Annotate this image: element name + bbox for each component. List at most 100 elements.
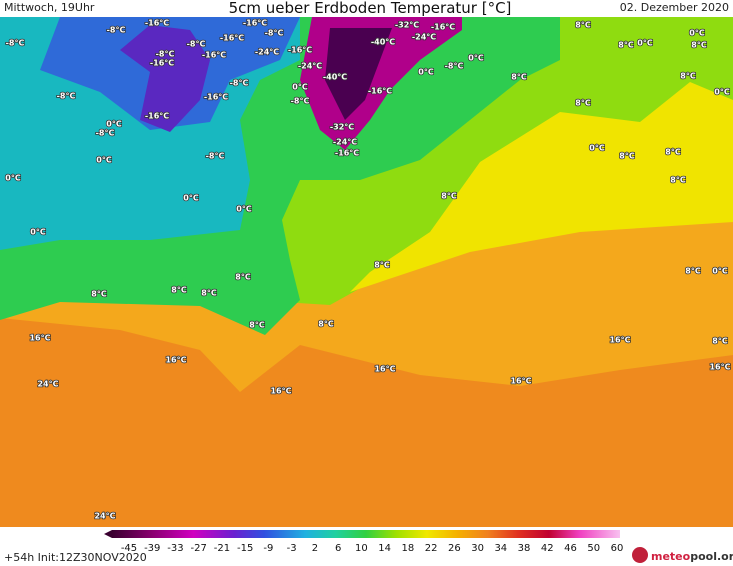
temperature-label: -24°C — [412, 33, 436, 42]
temperature-label: 16°C — [270, 387, 291, 396]
temperature-label: 8°C — [680, 72, 696, 81]
colorbar-tick-label: -3 — [287, 543, 297, 554]
temperature-label: 16°C — [29, 334, 50, 343]
temperature-label: 8°C — [91, 290, 107, 299]
temperature-label: -16°C — [288, 46, 312, 55]
temperature-label: -8°C — [291, 97, 310, 106]
colorbar-tick-label: -15 — [237, 543, 253, 554]
temperature-label: 0°C — [183, 194, 199, 203]
temperature-label: 0°C — [30, 228, 46, 237]
temperature-label: 8°C — [575, 99, 591, 108]
temperature-label: 8°C — [441, 192, 457, 201]
logo-icon — [632, 547, 648, 563]
temperature-label: 8°C — [691, 41, 707, 50]
colorbar-tick-label: 6 — [335, 543, 341, 554]
temperature-label: 8°C — [685, 267, 701, 276]
temperature-label: -32°C — [395, 21, 419, 30]
temperature-label: 0°C — [468, 54, 484, 63]
temperature-label: -16°C — [243, 19, 267, 28]
temperature-label: 0°C — [5, 174, 21, 183]
colorbar-tick-label: -33 — [167, 543, 183, 554]
temperature-label: 0°C — [712, 267, 728, 276]
logo: meteopool.org — [651, 550, 733, 563]
temperature-label: -8°C — [107, 26, 126, 35]
temperature-label: 16°C — [709, 363, 730, 372]
colorbar-tick-label: 34 — [494, 543, 507, 554]
temperature-label: 8°C — [171, 286, 187, 295]
temperature-label: -8°C — [206, 152, 225, 161]
temperature-label: 8°C — [374, 261, 390, 270]
model-run: +54h Init:12Z30NOV2020 — [4, 551, 147, 564]
temperature-label: -16°C — [145, 19, 169, 28]
temperature-label: 0°C — [637, 39, 653, 48]
temperature-label: 0°C — [292, 83, 308, 92]
colorbar-tick-label: -9 — [263, 543, 273, 554]
temperature-label: 8°C — [670, 176, 686, 185]
colorbar-tick-label: 10 — [355, 543, 368, 554]
colorbar-tick-label: -45 — [121, 543, 137, 554]
colorbar-tick-label: 38 — [518, 543, 531, 554]
colorbar-tick-label: 50 — [587, 543, 600, 554]
title: 5cm ueber Erdboden Temperatur [°C] — [229, 0, 512, 17]
temperature-label: -16°C — [220, 34, 244, 43]
temperature-label: -8°C — [187, 40, 206, 49]
colorbar-tick-label: 46 — [564, 543, 577, 554]
temperature-label: -16°C — [150, 59, 174, 68]
temperature-label: 8°C — [235, 273, 251, 282]
colorbar-tick-label: 30 — [471, 543, 484, 554]
colorbar-arrow — [104, 530, 112, 538]
field-12 — [350, 82, 733, 292]
temperature-label: 16°C — [165, 356, 186, 365]
colorbar-ticks: -45 -39 -33 -27 -21 -15 -9 -3 2 6 10 14 18 22 26 30 34 38… — [121, 543, 624, 554]
colorbar-tick-label: 18 — [401, 543, 414, 554]
temperature-label: 0°C — [589, 144, 605, 153]
colorbar — [112, 530, 620, 538]
temperature-label: -24°C — [333, 138, 357, 147]
temperature-label: -16°C — [145, 112, 169, 121]
temperature-label: -8°C — [57, 92, 76, 101]
colorbar-tick-label: -27 — [191, 543, 207, 554]
temperature-label: 8°C — [318, 320, 334, 329]
temperature-label: 8°C — [201, 289, 217, 298]
temperature-label: -40°C — [371, 38, 395, 47]
temperature-label: -8°C — [6, 39, 25, 48]
temperature-label: 0°C — [96, 156, 112, 165]
temperature-label: 8°C — [618, 41, 634, 50]
temperature-label: 16°C — [510, 377, 531, 386]
field-minus40 — [325, 28, 392, 120]
temperature-label: 8°C — [619, 152, 635, 161]
date: 02. Dezember 2020 — [620, 1, 729, 14]
temperature-label: 8°C — [712, 337, 728, 346]
temperature-label: 0°C — [714, 88, 730, 97]
temperature-label: 8°C — [665, 148, 681, 157]
temperature-label: -8°C — [156, 50, 175, 59]
temperature-label: 8°C — [249, 321, 265, 330]
temperature-label: 0°C — [689, 29, 705, 38]
map-field — [0, 17, 733, 527]
temperature-label: -16°C — [368, 87, 392, 96]
temperature-label: 8°C — [511, 73, 527, 82]
map-labels: -8°C-8°C-16°C -16°C-8°C-32°C -16°C 8°C0°C-1… — [4, 18, 731, 522]
logo-brand: meteo — [651, 550, 691, 563]
temperature-label: 16°C — [374, 365, 395, 374]
colorbar-tick-label: 60 — [611, 543, 624, 554]
temperature-label: -16°C — [431, 23, 455, 32]
temperature-label: -40°C — [323, 73, 347, 82]
colorbar-tick-label: 22 — [425, 543, 438, 554]
colorbar-tick-label: 42 — [541, 543, 554, 554]
colorbar-tick-label: 26 — [448, 543, 461, 554]
colorbar-tick-label: -21 — [214, 543, 230, 554]
temperature-label: 24°C — [94, 512, 115, 521]
temperature-label: -24°C — [298, 62, 322, 71]
temperature-label: 16°C — [609, 336, 630, 345]
forecast-time: Mittwoch, 19Uhr — [4, 1, 95, 14]
temperature-label: -16°C — [202, 51, 226, 60]
temperature-label: -8°C — [96, 129, 115, 138]
colorbar-tick-label: 2 — [312, 543, 318, 554]
temperature-label: 0°C — [418, 68, 434, 77]
temperature-label: -32°C — [330, 123, 354, 132]
temperature-label: -8°C — [230, 79, 249, 88]
